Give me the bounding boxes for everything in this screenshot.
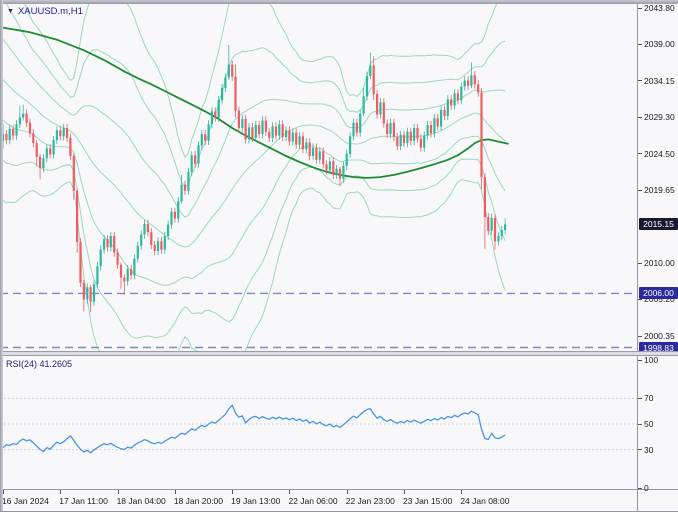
price-axis-label: 2005.20 (644, 294, 675, 305)
price-axis-label: 2000.35 (644, 331, 675, 342)
price-axis-label: 2010.00 (644, 258, 675, 269)
time-axis-label: 17 Jan 11:00 (59, 496, 108, 506)
rsi-scale-label: 100 (644, 355, 659, 365)
deviation-bands (2, 0, 506, 351)
time-axis-label: 23 Jan 15:00 (403, 496, 453, 506)
time-axis-label: 18 Jan 20:00 (173, 496, 224, 506)
indicator-label: RSI(24) 41.2605 (6, 359, 73, 369)
level-price-badge: 2006.00 (639, 287, 678, 300)
current-price-badge: 2015.15 (639, 218, 678, 231)
price-tick (638, 43, 642, 45)
price-tick (638, 153, 642, 155)
time-axis-label: 22 Jan 23:00 (345, 496, 395, 506)
time-axis-label: 24 Jan 08:00 (460, 496, 510, 506)
dropdown-arrow-icon: ▼ (7, 8, 14, 15)
price-tick (638, 80, 642, 82)
price-axis[interactable]: 2043.80 2039.00 2034.15 2029.30 2024.50 2019.… (637, 0, 678, 512)
price-axis-label: 2034.15 (644, 75, 675, 86)
price-tick (638, 116, 642, 118)
symbol-selector[interactable]: ▼ XAUUSD.m,H1 (7, 6, 83, 17)
time-tick (60, 490, 62, 494)
rsi-scale-tick (638, 397, 642, 399)
time-tick (404, 490, 406, 494)
main-chart-canvas[interactable] (0, 0, 637, 351)
moving-average-line (2, 26, 509, 179)
rsi-indicator-canvas[interactable] (0, 356, 637, 489)
rsi-scale-tick (638, 487, 642, 489)
rsi-scale-tick (638, 449, 642, 451)
time-axis-label: 19 Jan 13:00 (231, 496, 281, 506)
window-top-edge (0, 0, 678, 4)
time-axis-label: 16 Jan 2024 (2, 496, 49, 506)
candles (1, 45, 507, 313)
time-axis-label: 18 Jan 04:00 (116, 496, 166, 506)
price-tick (638, 189, 642, 191)
price-tick (638, 298, 642, 300)
rsi-scale-tick (638, 359, 642, 361)
symbol-label: XAUUSD.m,H1 (17, 6, 83, 17)
price-axis-label: 2043.80 (644, 3, 675, 13)
price-axis-label: 2039.00 (644, 39, 675, 50)
rsi-line (2, 404, 506, 454)
price-tick (638, 7, 642, 9)
time-tick (174, 490, 176, 494)
price-tick (638, 262, 642, 264)
time-tick (289, 490, 291, 494)
price-tick (638, 335, 642, 337)
time-tick (461, 490, 463, 494)
time-tick (346, 490, 348, 494)
time-tick (117, 490, 119, 494)
price-axis-label: 2029.30 (644, 112, 675, 123)
price-axis-label: 2019.65 (644, 185, 675, 196)
rsi-scale-label: 70 (644, 393, 654, 404)
level-price-badge: 1998.83 (639, 341, 678, 354)
rsi-scale-label: 50 (644, 419, 654, 429)
time-axis[interactable]: 16 Jan 2024 17 Jan 11:00 18 Jan 04:00 18 Ja… (0, 489, 678, 512)
time-tick (232, 490, 234, 494)
rsi-scale-tick (638, 423, 642, 425)
rsi-scale-label: 30 (644, 444, 654, 455)
rsi-scale-label: 0 (644, 483, 649, 493)
price-axis-label: 2024.50 (644, 148, 675, 159)
time-axis-label: 22 Jan 06:00 (288, 496, 338, 506)
panel-splitter[interactable] (0, 351, 678, 356)
window-left-edge (0, 0, 3, 512)
time-tick (3, 490, 4, 494)
